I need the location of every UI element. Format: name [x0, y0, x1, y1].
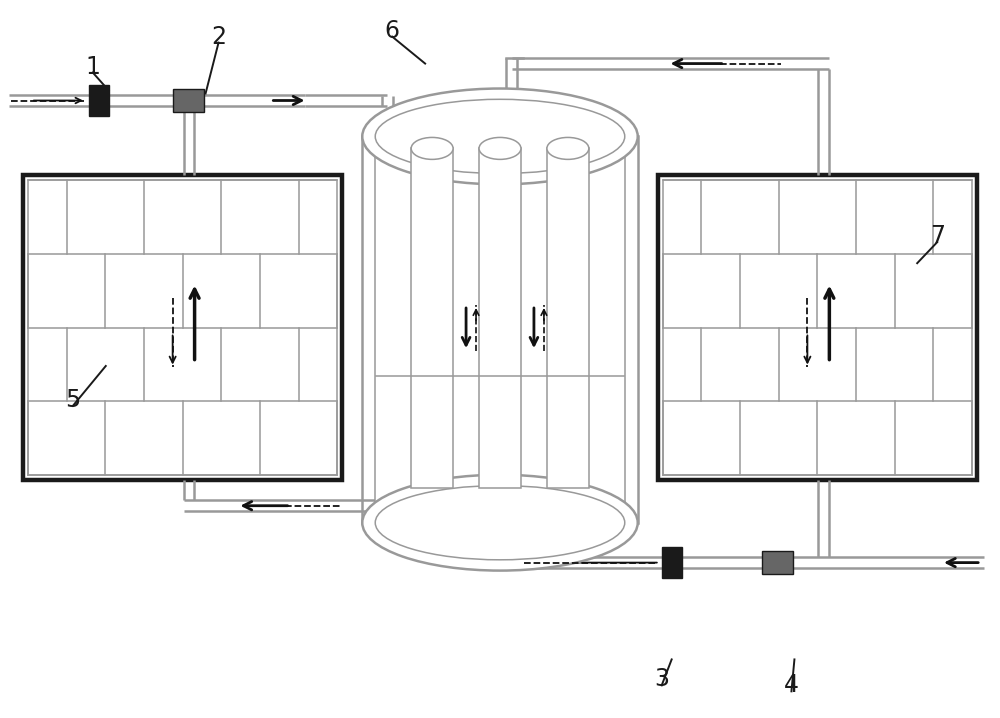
- Text: 1: 1: [85, 55, 100, 78]
- Text: 3: 3: [654, 667, 669, 691]
- Text: 5: 5: [65, 388, 80, 412]
- Bar: [362, 136, 638, 523]
- Ellipse shape: [547, 137, 589, 159]
- Ellipse shape: [411, 137, 453, 159]
- Ellipse shape: [479, 137, 521, 159]
- Bar: [662, 547, 682, 578]
- Bar: [762, 551, 793, 574]
- Bar: [663, 180, 972, 475]
- Bar: [547, 149, 589, 488]
- Text: 2: 2: [211, 24, 226, 49]
- Bar: [411, 149, 453, 488]
- Ellipse shape: [362, 88, 638, 185]
- Ellipse shape: [362, 475, 638, 571]
- Bar: [479, 149, 521, 488]
- Bar: [375, 136, 625, 523]
- Ellipse shape: [375, 485, 625, 560]
- Bar: [173, 89, 204, 112]
- Ellipse shape: [375, 99, 625, 174]
- Text: 4: 4: [784, 673, 799, 697]
- Bar: [89, 85, 109, 116]
- Bar: [23, 175, 342, 480]
- Text: 7: 7: [930, 224, 945, 248]
- Bar: [658, 175, 977, 480]
- Bar: [28, 180, 337, 475]
- Text: 6: 6: [385, 19, 400, 42]
